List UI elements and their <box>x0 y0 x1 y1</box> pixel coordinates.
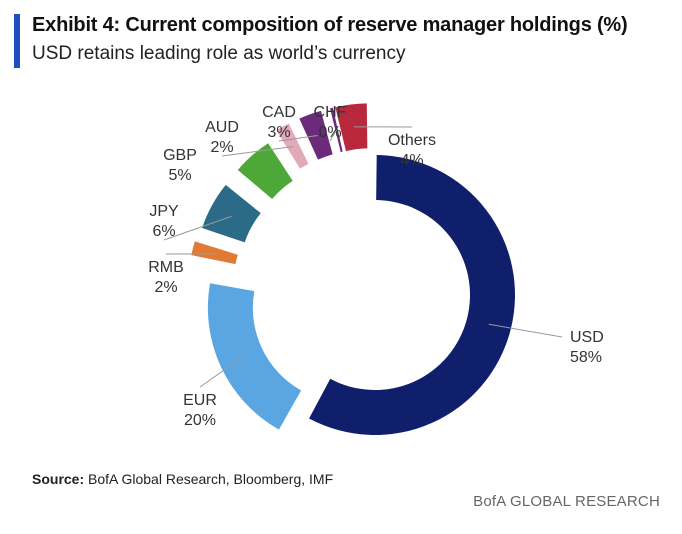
brand-mark: BofA GLOBAL RESEARCH <box>473 493 660 510</box>
leader-line-cad <box>278 135 318 142</box>
label-category: CAD <box>262 104 296 121</box>
slice-aud <box>276 123 309 169</box>
label-value: 3% <box>267 124 290 141</box>
leader-line-chf <box>329 129 338 142</box>
label-category: CHF <box>314 104 347 121</box>
label-group: USD 58% EUR 20% RMB 2% JPY 6% GBP 5% AUD 2% CAD 3% CHF… <box>148 104 604 429</box>
data-label-others: Others 4% <box>388 132 436 169</box>
leader-line-eur <box>199 357 242 388</box>
label-value: 5% <box>168 167 191 184</box>
data-label-usd: USD 58% <box>570 329 604 366</box>
donut-chart: USD 58% EUR 20% RMB 2% JPY 6% GBP 5% AUD 2% CAD 3% CHF… <box>148 103 604 436</box>
slice-others <box>335 103 368 152</box>
label-category: USD <box>570 329 604 346</box>
slice-eur <box>207 283 302 430</box>
leader-line-aud <box>221 145 294 157</box>
leader-line-usd <box>488 323 563 338</box>
data-label-rmb: RMB 2% <box>148 259 184 296</box>
label-value: 58% <box>570 349 602 366</box>
data-label-gbp: GBP 5% <box>163 147 197 184</box>
label-value: 2% <box>210 139 233 156</box>
label-category: Others <box>388 132 436 149</box>
label-category: JPY <box>149 203 179 220</box>
label-value: 2% <box>154 279 177 296</box>
label-category: GBP <box>163 147 197 164</box>
label-value: 0% <box>318 124 341 141</box>
data-label-jpy: JPY 6% <box>149 203 179 240</box>
label-category: EUR <box>183 392 217 409</box>
leader-line-jpy <box>163 215 232 241</box>
slice-gbp <box>237 143 293 200</box>
label-category: RMB <box>148 259 184 276</box>
slice-usd <box>309 155 515 436</box>
source-note: Source: BofA Global Research, Bloomberg,… <box>32 471 333 487</box>
data-label-eur: EUR 20% <box>183 392 217 429</box>
source-text: BofA Global Research, Bloomberg, IMF <box>88 471 334 487</box>
label-category: AUD <box>205 119 239 136</box>
data-label-chf: CHF 0% <box>314 104 347 141</box>
label-value: 4% <box>400 152 423 169</box>
slice-jpy <box>202 184 261 243</box>
data-label-cad: CAD 3% <box>262 104 296 141</box>
label-value: 6% <box>152 223 175 240</box>
slice-rmb <box>191 241 238 265</box>
chart-title: Exhibit 4: Current composition of reserv… <box>32 14 628 36</box>
slice-group <box>191 103 515 436</box>
data-label-aud: AUD 2% <box>205 119 239 156</box>
title-accent-bar <box>14 14 20 68</box>
chart-subtitle: USD retains leading role as world’s curr… <box>32 43 406 64</box>
label-value: 20% <box>184 412 216 429</box>
source-label: Source: <box>32 471 85 487</box>
